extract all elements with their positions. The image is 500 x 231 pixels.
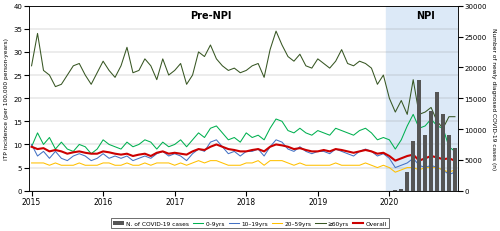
Legend: N. of COVID-19 cases, 0–9yrs, 10–19yrs, 20–59yrs, ≥60yrs, Overall: N. of COVID-19 cases, 0–9yrs, 10–19yrs, … <box>111 218 389 228</box>
Bar <box>423 136 427 191</box>
Bar <box>411 142 416 191</box>
Bar <box>386 7 458 191</box>
Bar <box>399 189 404 191</box>
Bar <box>447 136 451 191</box>
Bar <box>429 111 433 191</box>
Bar <box>453 148 457 191</box>
Text: NPI: NPI <box>416 11 434 21</box>
Bar <box>417 80 421 191</box>
Bar <box>435 93 439 191</box>
Text: Pre-NPI: Pre-NPI <box>190 11 231 21</box>
Y-axis label: Number of newly diagnosed COVID-19 cases (n): Number of newly diagnosed COVID-19 cases… <box>491 28 496 170</box>
Bar <box>405 173 409 191</box>
Bar <box>441 114 445 191</box>
Y-axis label: ITP incidence (per 100,000 person-years): ITP incidence (per 100,000 person-years) <box>4 38 9 159</box>
